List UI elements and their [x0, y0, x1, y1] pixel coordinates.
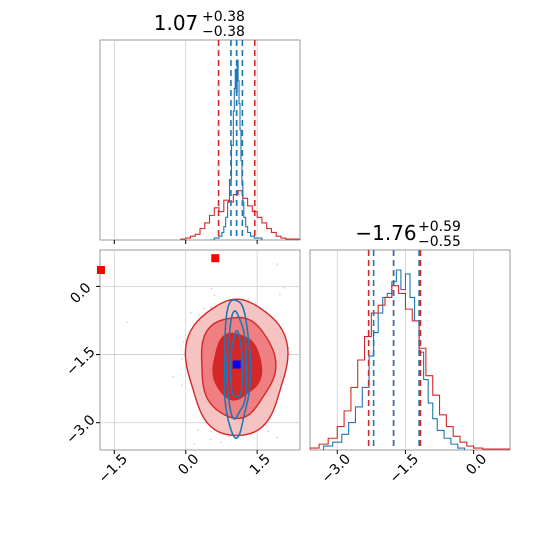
- marker-1: [211, 254, 220, 263]
- title-param2-minus: −0.55: [418, 234, 461, 250]
- blue-contour-1: [225, 309, 248, 420]
- ticks-right: −3.0 −1.5 0.0: [319, 450, 490, 487]
- panel-frame-top: [99, 39, 301, 241]
- markers: [96, 254, 241, 369]
- contour-panel: −1.5 0.0 1.5 0.0 −1.5 −3.0: [63, 249, 301, 523]
- scatter-xtick-label-0: −1.5: [96, 451, 131, 486]
- scatter-point: [209, 306, 212, 309]
- scatter-point: [209, 438, 212, 441]
- title-param1-minus: −0.38: [202, 24, 245, 40]
- scatter-point: [192, 321, 195, 324]
- scatter-point: [193, 442, 195, 445]
- scatter-point: [181, 384, 183, 386]
- marker-2: [232, 360, 241, 369]
- scatter-point: [126, 321, 129, 323]
- scatter-ytick-label-1: −1.5: [63, 344, 98, 379]
- grid-top: [113, 40, 258, 240]
- right-xtick-label-2: 0.0: [463, 451, 490, 478]
- scatter-ytick-label-0: 0.0: [67, 280, 94, 307]
- right-xtick-label-1: −1.5: [387, 451, 422, 486]
- blue-contour-0: [223, 299, 252, 440]
- scatter-point: [276, 436, 279, 439]
- scatter-point: [228, 435, 231, 438]
- histogram-panel-param2: −3.0 −1.5 0.0 −1.76 +0.59 −0.55: [309, 219, 511, 487]
- right-hist-series-1: [310, 285, 510, 450]
- scatter-point: [210, 287, 213, 290]
- scatter-point: [198, 314, 200, 317]
- scatter-point: [247, 298, 250, 300]
- marker-0: [96, 266, 105, 274]
- right-hist-series-0: [323, 269, 466, 450]
- ticks-top: [113, 240, 258, 244]
- scatter-point: [228, 521, 230, 523]
- scatter-point: [227, 460, 229, 462]
- scatter-point: [202, 307, 205, 310]
- scatter-point: [267, 430, 270, 433]
- quantile-lines-right: [367, 250, 422, 450]
- scatter-point: [279, 293, 281, 296]
- scatter-ytick-label-2: −3.0: [63, 412, 98, 447]
- quantile-lines-top: [217, 40, 256, 240]
- right-xtick-label-0: −3.0: [319, 451, 354, 486]
- scatter-point: [172, 375, 174, 378]
- title-param1: 1.07: [154, 11, 199, 35]
- histograms-right: [310, 269, 510, 450]
- scatter-point: [197, 429, 199, 431]
- scatter-point: [276, 263, 279, 265]
- scatter-point: [213, 294, 216, 296]
- scatter-point: [210, 430, 212, 432]
- title-param2: −1.76: [355, 221, 416, 245]
- title-param2-median: −1.76: [355, 221, 416, 245]
- title-param2-plus: +0.59: [418, 219, 461, 235]
- scatter-point: [189, 312, 192, 314]
- title-param1-plus: +0.38: [202, 9, 245, 25]
- scatter-point: [219, 441, 222, 444]
- blue-contours: [223, 299, 252, 440]
- top-hist-series-1: [180, 190, 300, 240]
- scatter-point: [283, 286, 286, 289]
- title-param1-median: 1.07: [154, 11, 199, 35]
- histogram-panel-param1: 1.07 +0.38 −0.38: [99, 9, 301, 244]
- blue-contour-2: [229, 329, 244, 398]
- scatter-xtick-label-1: 0.0: [175, 451, 202, 478]
- scatter-point: [182, 341, 185, 344]
- scatter-point: [180, 358, 183, 360]
- scatter-xtick-label-2: 1.5: [247, 451, 274, 478]
